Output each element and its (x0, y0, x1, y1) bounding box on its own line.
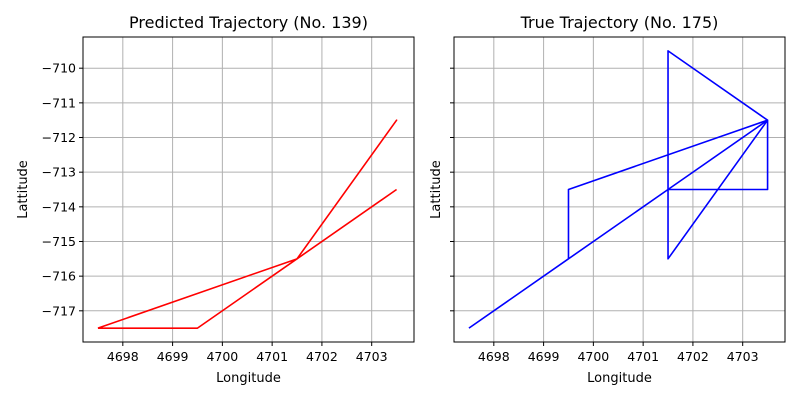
y-tick-label: −717 (42, 303, 76, 318)
y-tick-label: −711 (42, 95, 76, 110)
trajectory-line (667, 119, 769, 191)
y-tick-label: −713 (42, 165, 76, 180)
x-tick-label: 4698 (107, 349, 139, 364)
x-axis-label: Longitude (587, 371, 652, 386)
trajectory-line (97, 119, 398, 329)
x-tick-label: 4698 (478, 349, 510, 364)
x-tick-label: 4700 (577, 349, 609, 364)
axes-frame (453, 36, 786, 343)
x-tick-label: 4701 (627, 349, 659, 364)
y-axis-label: Lattitude (429, 160, 444, 219)
x-tick-label: 4700 (206, 349, 238, 364)
x-tick-label: 4703 (356, 349, 388, 364)
chart-title: Predicted Trajectory (No. 139) (129, 13, 368, 32)
axes-frame (82, 36, 415, 343)
x-axis-label: Longitude (216, 371, 281, 386)
x-tick-label: 4701 (256, 349, 288, 364)
y-tick-label: −716 (42, 269, 76, 284)
chart-panel-2: 4698 4699 4700 4701 4702 4703 True Trajectory … (429, 13, 786, 386)
y-tick-label: −714 (42, 199, 76, 214)
trajectory-line (468, 50, 769, 329)
trajectory-line (296, 188, 398, 260)
y-tick-label: −712 (42, 130, 76, 145)
y-axis-label: Lattitude (16, 160, 31, 219)
x-tick-label: 4702 (306, 349, 338, 364)
x-tick-label: 4702 (677, 349, 709, 364)
y-tick-label: −710 (42, 61, 76, 76)
chart-panel-1: 4698 4699 4700 4701 4702 4703 −717 −716 −715 −714… (16, 13, 415, 386)
y-tick-label: −715 (42, 234, 76, 249)
chart-title: True Trajectory (No. 175) (520, 13, 719, 32)
x-tick-label: 4699 (157, 349, 189, 364)
x-tick-label: 4699 (528, 349, 560, 364)
x-tick-label: 4703 (727, 349, 759, 364)
